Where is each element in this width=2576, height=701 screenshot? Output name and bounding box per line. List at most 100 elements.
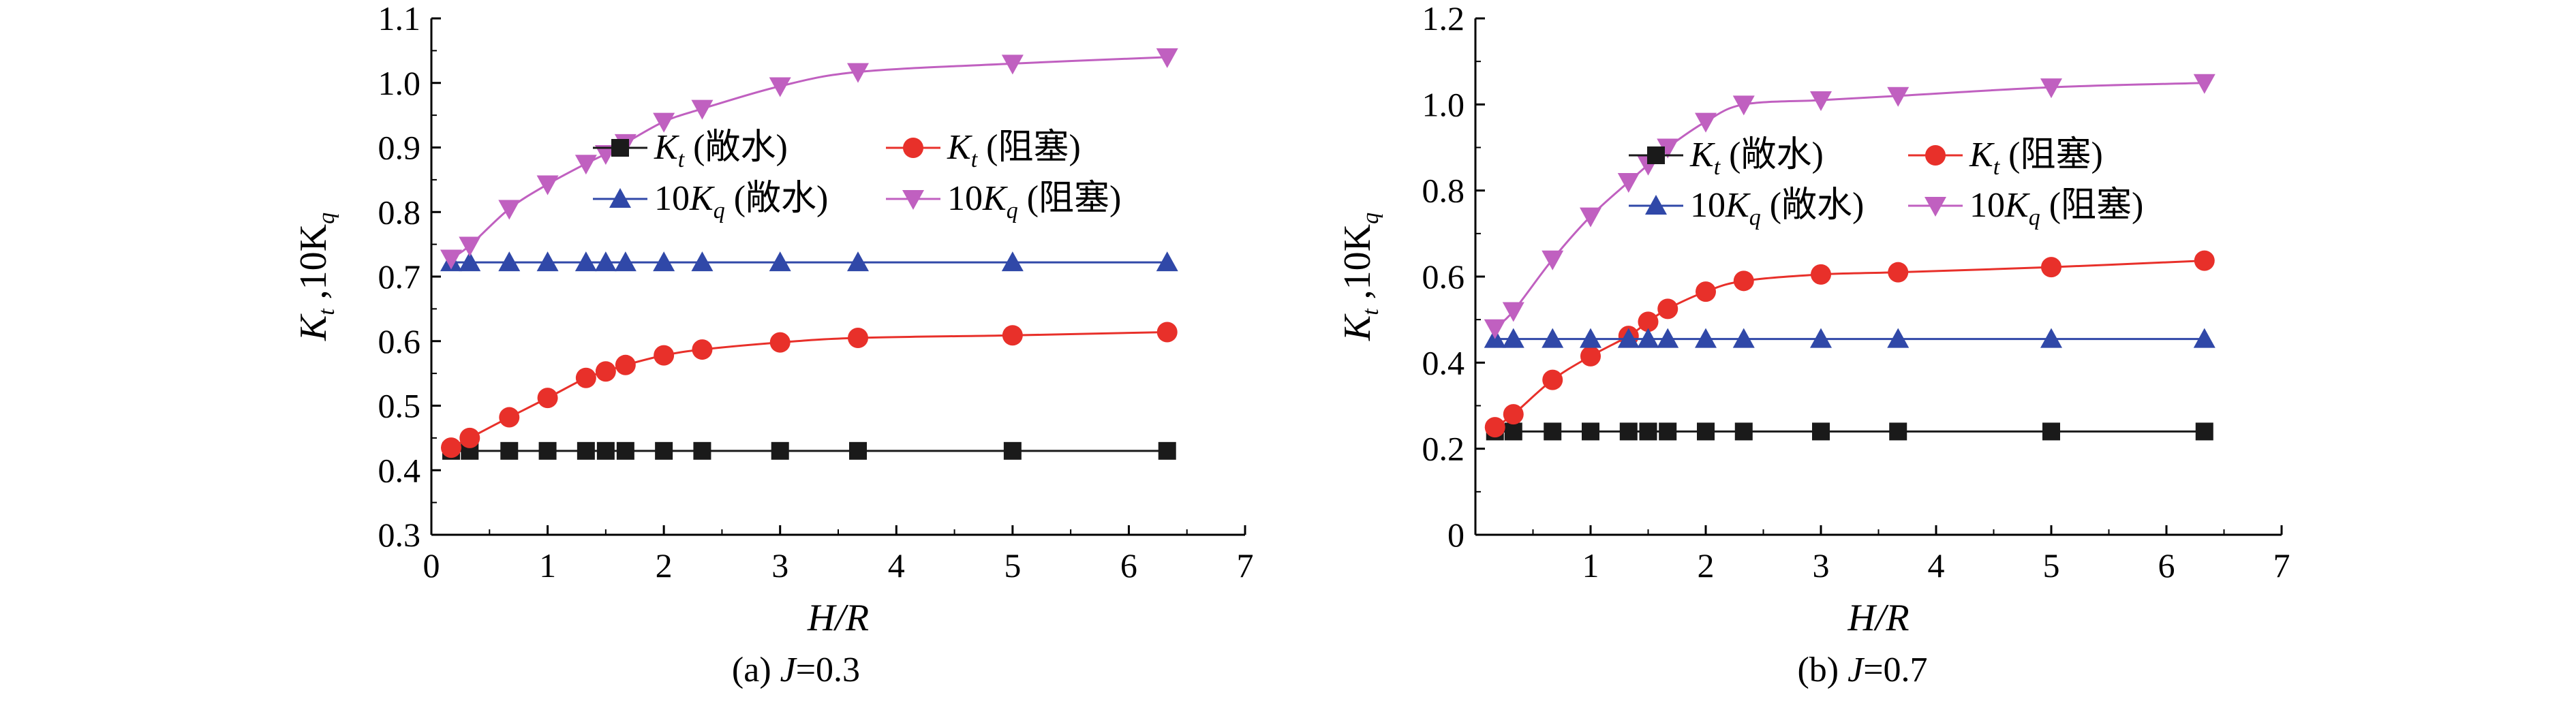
x-tick-label: 6 xyxy=(1120,546,1137,585)
legend-entry: 10Kq (敞水) xyxy=(593,179,828,223)
legend-coef: 10 xyxy=(1690,186,1726,225)
y-axis-label-part: K xyxy=(1336,313,1379,341)
data-point xyxy=(769,332,791,353)
legend-marker xyxy=(609,188,631,208)
y-axis-label: Kt ,10Kq xyxy=(292,213,339,341)
caption-prefix: (a) xyxy=(732,651,780,689)
data-point xyxy=(574,155,597,175)
panel-caption: (a) J=0.3 xyxy=(732,651,860,689)
y-tick-label: 1.0 xyxy=(1422,85,1465,123)
series-1 xyxy=(1484,250,2215,438)
data-point xyxy=(691,251,714,272)
data-point xyxy=(1001,251,1024,272)
data-point xyxy=(1888,262,1909,283)
data-point xyxy=(1484,319,1506,339)
x-tick-label: 2 xyxy=(1698,546,1715,585)
legend-entry: 10Kq (阻塞) xyxy=(886,179,1121,223)
y-tick-label: 0.8 xyxy=(378,193,421,231)
y-tick-label: 0.7 xyxy=(378,258,421,296)
data-point xyxy=(1637,328,1659,348)
x-tick-label: 6 xyxy=(2158,546,2175,585)
data-point xyxy=(1542,369,1563,390)
data-point xyxy=(654,345,675,366)
data-point xyxy=(1810,328,1832,348)
legend-label: 10Kq (阻塞) xyxy=(1969,186,2143,230)
legend-entry: Kt (阻塞) xyxy=(1908,136,2103,180)
data-point xyxy=(1502,302,1524,322)
legend-label: Kt (阻塞) xyxy=(947,128,1081,172)
legend-entry: 10Kq (阻塞) xyxy=(1908,186,2143,230)
legend-marker xyxy=(1925,197,1946,217)
data-point xyxy=(848,441,867,460)
y-tick-label: 0.2 xyxy=(1422,430,1465,468)
data-point xyxy=(771,441,789,460)
data-point xyxy=(2194,250,2215,271)
y-tick-label: 1.1 xyxy=(378,0,421,37)
data-point xyxy=(1659,422,1677,441)
legend-entry: Kt (阻塞) xyxy=(886,128,1081,172)
legend-entry: 10Kq (敞水) xyxy=(1629,186,1864,230)
series-line xyxy=(450,330,1167,449)
data-point xyxy=(1732,95,1755,116)
legend-sub: t xyxy=(678,147,686,172)
y-tick-label: 0.3 xyxy=(378,516,421,554)
data-point xyxy=(692,339,713,360)
legend-label: Kt (阻塞) xyxy=(1969,136,2103,180)
legend-sub: t xyxy=(1993,155,2001,180)
chart-panel-b: 1 2 3 4 5 6 700.20.40.60.81.01.2H/RKt ,10KqKt … xyxy=(1336,0,2290,689)
y-axis-label-part: t xyxy=(1358,308,1383,315)
data-point xyxy=(1544,422,1562,441)
data-point xyxy=(440,437,461,458)
legend-condition: (阻塞) xyxy=(1999,136,2103,174)
series-3 xyxy=(1484,74,2215,339)
data-point xyxy=(1619,422,1638,441)
legend-label: Kt (敞水) xyxy=(654,128,788,172)
legend-entry: Kt (敞水) xyxy=(1629,136,1824,180)
legend-label: 10Kq (阻塞) xyxy=(947,179,1121,223)
x-tick-label: 2 xyxy=(656,546,673,585)
data-point xyxy=(459,251,481,272)
legend-label: 10Kq (敞水) xyxy=(1690,186,1864,230)
data-point xyxy=(577,441,595,460)
data-point xyxy=(499,407,520,428)
data-point xyxy=(1542,328,1564,348)
data-point xyxy=(1697,422,1715,441)
legend-var: K xyxy=(1689,136,1715,174)
x-axis-label: H/R xyxy=(1847,597,1909,639)
data-point xyxy=(594,251,617,272)
y-axis-label-part: q xyxy=(314,213,339,224)
data-point xyxy=(1695,328,1717,348)
data-point xyxy=(1732,328,1755,348)
legend-var: K xyxy=(689,179,715,218)
series-2 xyxy=(1484,328,2215,348)
x-tick-label: 1 xyxy=(1582,546,1599,585)
series-2 xyxy=(440,251,1178,272)
y-axis-label: Kt ,10Kq xyxy=(1336,213,1383,341)
legend-label: Kt (敞水) xyxy=(1689,136,1824,180)
y-axis-label-part: t xyxy=(314,308,339,315)
x-tick-label: 0 xyxy=(423,546,440,585)
data-point xyxy=(1696,281,1716,302)
data-point xyxy=(575,367,596,388)
y-tick-label: 1.2 xyxy=(1422,0,1465,37)
data-point xyxy=(1156,48,1178,68)
data-point xyxy=(655,441,673,460)
data-point xyxy=(2040,328,2062,348)
legend-sub: t xyxy=(971,147,979,172)
y-tick-label: 0.4 xyxy=(1422,343,1465,381)
legend-label: 10Kq (敞水) xyxy=(654,179,828,223)
y-axis-label-part: K xyxy=(292,313,335,341)
y-tick-label: 1.0 xyxy=(378,64,421,102)
data-point xyxy=(1580,207,1601,228)
legend-condition: (阻塞) xyxy=(2040,186,2144,225)
legend-coef: 10 xyxy=(947,179,983,218)
legend-marker xyxy=(1647,146,1665,164)
data-point xyxy=(1889,422,1907,441)
data-point xyxy=(596,441,615,460)
data-point xyxy=(1003,441,1022,460)
data-point xyxy=(1734,422,1753,441)
data-point xyxy=(538,441,557,460)
caption-var: J xyxy=(780,651,798,689)
data-point xyxy=(1542,250,1564,270)
legend-condition: (敞水) xyxy=(725,179,829,218)
